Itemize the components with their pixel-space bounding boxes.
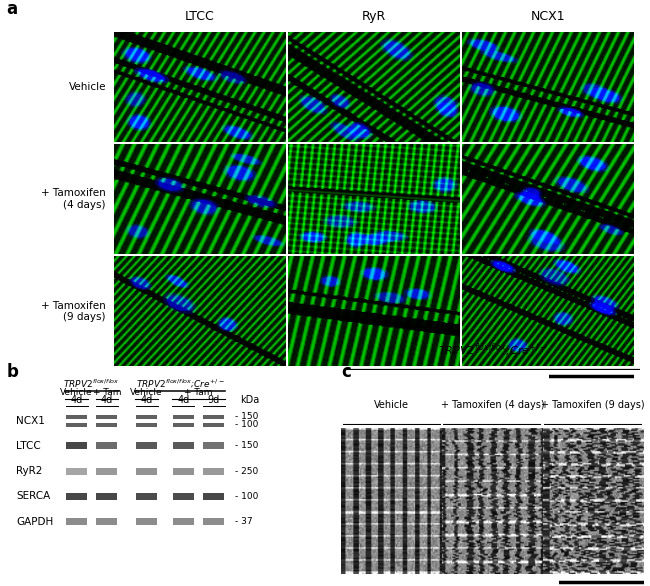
Bar — [66, 468, 87, 475]
Text: 4d: 4d — [101, 396, 113, 406]
Bar — [136, 468, 157, 475]
Bar — [136, 493, 157, 500]
Bar — [203, 442, 224, 449]
Text: + Tamoxifen (4 days): + Tamoxifen (4 days) — [441, 400, 544, 410]
Bar — [66, 415, 87, 419]
Text: + Tam: + Tam — [92, 389, 121, 397]
Bar — [96, 442, 117, 449]
Bar — [136, 423, 157, 427]
Text: + Tamoxifen (9 days): + Tamoxifen (9 days) — [541, 400, 645, 410]
Text: NCX1: NCX1 — [16, 415, 45, 425]
Text: - 100: - 100 — [235, 492, 259, 501]
Bar — [66, 423, 87, 427]
Text: - 100: - 100 — [235, 420, 259, 429]
Text: SERCA: SERCA — [16, 492, 50, 502]
Text: + Tamoxifen
(4 days): + Tamoxifen (4 days) — [41, 189, 106, 210]
Bar — [203, 423, 224, 427]
Bar — [203, 468, 224, 475]
Bar — [203, 415, 224, 419]
Bar — [96, 468, 117, 475]
Bar — [66, 442, 87, 449]
Bar — [66, 493, 87, 500]
Text: $TRPV2^{flox/flox}$;$Cre^{+/-}$: $TRPV2^{flox/flox}$;$Cre^{+/-}$ — [319, 0, 428, 2]
Text: LTCC: LTCC — [16, 441, 41, 451]
Bar — [136, 415, 157, 419]
Text: Vehicle: Vehicle — [374, 400, 409, 410]
Bar — [136, 518, 157, 525]
Text: - 250: - 250 — [235, 466, 258, 476]
Text: 4d: 4d — [70, 396, 83, 406]
Text: c: c — [341, 363, 351, 381]
Bar — [96, 518, 117, 525]
Text: NCX1: NCX1 — [530, 11, 566, 23]
Bar — [173, 442, 194, 449]
Text: - 37: - 37 — [235, 517, 253, 526]
Text: b: b — [6, 363, 18, 381]
Text: LTCC: LTCC — [185, 11, 215, 23]
Bar — [96, 423, 117, 427]
Text: - 150: - 150 — [235, 412, 259, 421]
Text: + Tamoxifen
(9 days): + Tamoxifen (9 days) — [41, 301, 106, 322]
Bar — [173, 423, 194, 427]
Bar — [136, 442, 157, 449]
Text: $TRPV2^{flox/flox}$;$Cre^{+/-}$: $TRPV2^{flox/flox}$;$Cre^{+/-}$ — [136, 377, 224, 390]
Bar — [96, 415, 117, 419]
Bar — [203, 518, 224, 525]
Text: + Tam: + Tam — [184, 389, 213, 397]
Text: a: a — [6, 0, 18, 18]
Bar — [96, 493, 117, 500]
Bar — [203, 493, 224, 500]
Text: 4d: 4d — [140, 396, 153, 406]
Text: RyR: RyR — [361, 11, 386, 23]
Text: - 150: - 150 — [235, 441, 259, 450]
Text: RyR2: RyR2 — [16, 466, 42, 476]
Text: GAPDH: GAPDH — [16, 517, 53, 527]
Bar — [173, 415, 194, 419]
Text: $TRPV2^{flox/flox}$;$Cre^{+/-}$: $TRPV2^{flox/flox}$;$Cre^{+/-}$ — [437, 341, 547, 359]
Text: 4d: 4d — [177, 396, 189, 406]
Text: Vehicle: Vehicle — [60, 389, 93, 397]
Text: kDa: kDa — [240, 396, 259, 406]
Text: Vehicle: Vehicle — [131, 389, 163, 397]
Text: Vehicle: Vehicle — [68, 82, 106, 92]
Bar — [173, 468, 194, 475]
Bar — [66, 518, 87, 525]
Bar — [173, 518, 194, 525]
Text: 9d: 9d — [207, 396, 220, 406]
Bar — [173, 493, 194, 500]
Text: $TRPV2^{flox/flox}$: $TRPV2^{flox/flox}$ — [64, 377, 120, 390]
